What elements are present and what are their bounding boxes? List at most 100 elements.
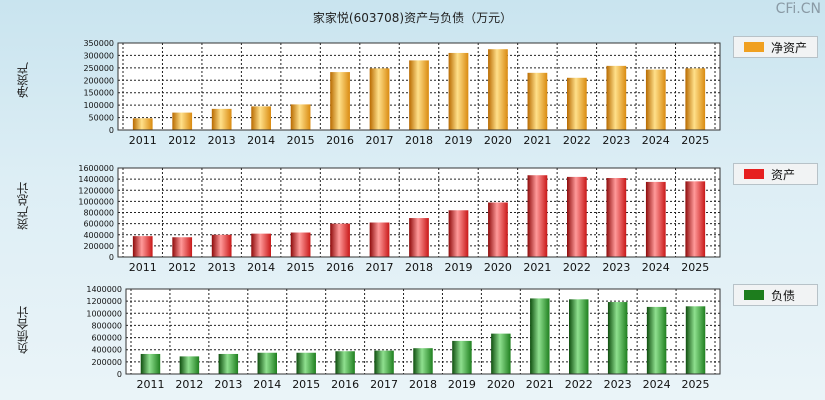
bar-2024 [646, 306, 667, 374]
y-tick-label: 200000 [83, 242, 114, 251]
bar-2020 [488, 49, 508, 130]
bar-2017 [369, 68, 390, 130]
bar-2011 [132, 236, 153, 257]
x-tick-label: 2020 [484, 261, 512, 274]
x-tick-label: 2023 [604, 378, 632, 391]
x-tick-label: 2022 [563, 261, 591, 274]
legend-swatch-3 [744, 290, 764, 300]
x-tick-label: 2024 [643, 378, 671, 391]
legend-label-1: 净资产 [771, 40, 808, 55]
x-tick-label: 2021 [523, 134, 551, 147]
x-tick-label: 2016 [326, 134, 354, 147]
x-tick-label: 2025 [681, 134, 709, 147]
bar-2014 [251, 233, 271, 257]
plot-border-1 [117, 42, 721, 131]
x-tick-label: 2021 [523, 261, 551, 274]
plot-border-3 [125, 288, 721, 375]
bar-2016 [330, 72, 350, 130]
bar-2017 [374, 350, 394, 374]
bar-2011 [140, 353, 161, 374]
bar-2020 [491, 333, 511, 374]
bar-2015 [290, 104, 311, 130]
legend-2: 资产 [733, 163, 818, 185]
legend-label-3: 负债 [771, 288, 796, 303]
x-tick-label: 2022 [563, 134, 591, 147]
x-tick-label: 2018 [405, 134, 433, 147]
bar-2022 [569, 299, 589, 374]
x-tick-label: 2015 [292, 378, 320, 391]
x-tick-label: 2011 [129, 134, 157, 147]
bar-2022 [567, 176, 587, 257]
x-tick-label: 2024 [642, 261, 670, 274]
y-tick-label: 800000 [83, 209, 114, 218]
bar-2014 [257, 352, 277, 374]
bar-2012 [179, 356, 200, 374]
bar-2015 [290, 232, 311, 257]
legend-3: 负债 [733, 284, 818, 306]
bar-2013 [218, 353, 239, 374]
y-tick-label: 0 [117, 370, 122, 379]
x-tick-label: 2015 [287, 261, 315, 274]
bar-2016 [330, 223, 350, 257]
x-tick-label: 2023 [602, 134, 630, 147]
bar-2012 [172, 112, 193, 130]
y-tick-label: 1200000 [86, 297, 122, 306]
bar-2024 [645, 181, 666, 257]
bar-2023 [607, 302, 628, 374]
x-tick-label: 2014 [247, 261, 275, 274]
x-tick-label: 2013 [208, 261, 236, 274]
x-tick-label: 2023 [602, 261, 630, 274]
bar-2025 [685, 306, 706, 374]
bar-2013 [211, 234, 232, 257]
bar-2024 [645, 69, 666, 130]
x-tick-label: 2017 [370, 378, 398, 391]
legend-label-2: 资产 [771, 167, 796, 182]
x-tick-label: 2013 [214, 378, 242, 391]
y-tick-label: 150000 [83, 89, 114, 98]
bar-2022 [567, 77, 587, 130]
x-tick-label: 2011 [129, 261, 157, 274]
y-tick-label: 200000 [91, 358, 122, 367]
x-tick-label: 2019 [444, 134, 472, 147]
bar-2015 [296, 352, 316, 374]
bar-2021 [527, 72, 548, 130]
x-tick-label: 2025 [681, 261, 709, 274]
y-tick-label: 1400000 [78, 175, 114, 184]
x-tick-label: 2020 [487, 378, 515, 391]
y-tick-label: 1400000 [86, 285, 122, 294]
legend-swatch-1 [744, 42, 764, 52]
bar-2021 [530, 298, 550, 374]
bar-2017 [369, 222, 390, 257]
bar-2011 [132, 118, 153, 130]
bar-2025 [685, 181, 706, 257]
plot-border-2 [117, 167, 721, 258]
bar-2018 [409, 218, 429, 257]
x-tick-label: 2012 [168, 134, 196, 147]
x-tick-label: 2018 [409, 378, 437, 391]
y-tick-label: 400000 [91, 346, 122, 355]
y-tick-label: 300000 [83, 51, 114, 60]
y-tick-label: 1200000 [78, 186, 114, 195]
bar-2019 [452, 340, 472, 374]
y-tick-label: 1600000 [78, 164, 114, 173]
x-tick-label: 2011 [136, 378, 164, 391]
bar-2016 [335, 351, 355, 374]
y-tick-label: 100000 [83, 101, 114, 110]
x-tick-label: 2012 [175, 378, 203, 391]
bar-2020 [488, 202, 508, 257]
bar-2012 [172, 237, 193, 257]
y-tick-label: 0 [109, 126, 114, 135]
chart-title: 家家悦(603708)资产与负债（万元） [312, 11, 513, 25]
x-tick-label: 2019 [444, 261, 472, 274]
x-tick-label: 2019 [448, 378, 476, 391]
x-tick-label: 2012 [168, 261, 196, 274]
x-tick-label: 2018 [405, 261, 433, 274]
x-tick-label: 2021 [526, 378, 554, 391]
x-tick-label: 2013 [208, 134, 236, 147]
x-tick-label: 2017 [366, 134, 394, 147]
y-tick-label: 1000000 [86, 309, 122, 318]
bar-2014 [251, 106, 271, 130]
x-tick-label: 2014 [253, 378, 281, 391]
bar-2018 [413, 348, 433, 374]
